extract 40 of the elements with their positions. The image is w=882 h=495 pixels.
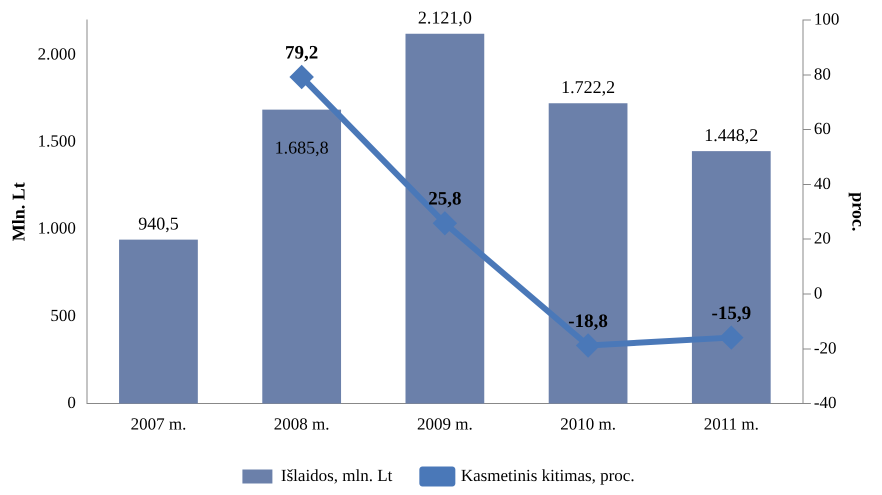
data-label: 1.448,2 — [704, 124, 758, 145]
legend-label: Išlaidos, mln. Lt — [280, 466, 393, 485]
data-label: 1.722,2 — [561, 77, 616, 98]
point — [434, 212, 456, 234]
data-label: 2.121,0 — [418, 8, 472, 28]
y2-tick-label: 0 — [814, 283, 822, 302]
x-tick-label: 2009 m. — [417, 414, 473, 434]
y-tick-label: 2.000 — [38, 44, 76, 64]
point — [577, 334, 600, 357]
bar — [548, 103, 628, 404]
bar — [262, 110, 342, 404]
y2-tick-label: 40 — [814, 174, 831, 193]
y2-tick-label: 60 — [814, 119, 831, 138]
x-tick-label: 2007 m. — [130, 414, 186, 434]
y-tick-label: 1.000 — [38, 218, 76, 238]
point — [720, 326, 742, 349]
y-tick-label: 0 — [67, 393, 76, 412]
y2-tick-label: 80 — [814, 64, 831, 84]
bar — [692, 151, 771, 404]
y2-axis-title: proc. — [848, 192, 869, 232]
data-label: -18,8 — [568, 310, 608, 332]
data-label: 940,5 — [138, 213, 179, 234]
y2-tick-label: 20 — [814, 228, 831, 248]
y-axis-title: Mln. Lt — [8, 182, 28, 242]
bar — [119, 240, 198, 404]
x-tick-label: 2010 m. — [560, 414, 616, 434]
y2-tick-label: 100 — [814, 9, 840, 28]
x-tick-label: 2011 m. — [704, 414, 759, 434]
point — [290, 66, 313, 88]
data-label: -15,9 — [712, 302, 752, 324]
bar — [405, 34, 484, 404]
data-label: 1.685,8 — [274, 137, 329, 158]
y-tick-label: 500 — [50, 306, 76, 325]
legend-label: Kasmetinis kitimas, proc. — [460, 466, 635, 485]
data-label: 25,8 — [428, 188, 462, 210]
y2-tick-label: -40 — [814, 393, 837, 412]
data-label: 79,2 — [285, 42, 318, 64]
y2-tick-label: -20 — [814, 338, 837, 358]
x-tick-label: 2008 m. — [274, 414, 330, 434]
y-tick-label: 1.500 — [38, 132, 76, 151]
